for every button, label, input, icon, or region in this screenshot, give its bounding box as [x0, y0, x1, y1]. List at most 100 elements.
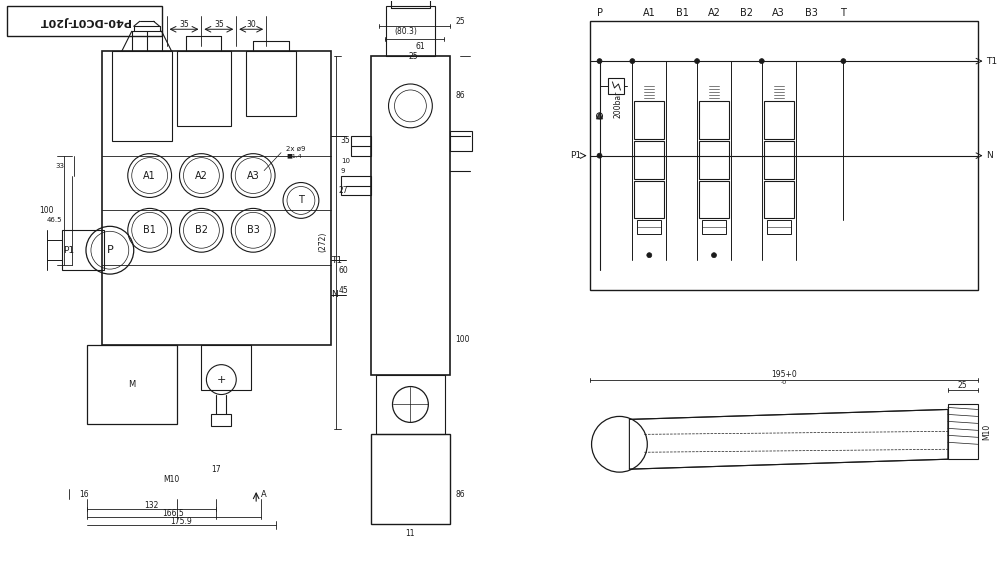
Bar: [386, 6, 435, 56]
Text: 200bar: 200bar: [614, 90, 623, 117]
Text: 86: 86: [455, 92, 465, 100]
Text: 9: 9: [341, 167, 345, 174]
Bar: [112, 51, 172, 141]
Circle shape: [630, 59, 635, 63]
Bar: [102, 51, 331, 345]
Text: 16: 16: [79, 490, 89, 498]
Bar: [767, 220, 791, 234]
Text: T: T: [298, 195, 304, 205]
Circle shape: [597, 59, 602, 63]
Text: M10: M10: [163, 475, 180, 484]
Text: ■1.4: ■1.4: [286, 153, 302, 158]
Circle shape: [647, 252, 652, 258]
Circle shape: [711, 252, 716, 258]
Text: 45: 45: [339, 285, 349, 295]
Bar: [764, 141, 794, 178]
Text: 25: 25: [958, 381, 968, 390]
Text: A3: A3: [247, 171, 260, 181]
Text: P1: P1: [570, 151, 582, 160]
Bar: [702, 220, 726, 234]
Text: 195+0: 195+0: [771, 370, 797, 379]
Bar: [62, 230, 104, 270]
Text: 25: 25: [409, 52, 418, 60]
Text: (80.3): (80.3): [394, 27, 417, 36]
Text: 46.5: 46.5: [47, 217, 62, 223]
Text: B1: B1: [676, 8, 689, 18]
Text: P40-DC0T-J20T: P40-DC0T-J20T: [38, 16, 130, 26]
Text: (272): (272): [319, 232, 328, 252]
Text: 60: 60: [339, 265, 349, 275]
Bar: [699, 141, 729, 178]
Text: M10: M10: [983, 424, 992, 440]
Bar: [376, 375, 445, 434]
Text: 100: 100: [40, 206, 54, 215]
Text: 35: 35: [179, 20, 189, 29]
Bar: [371, 434, 450, 524]
Text: B1: B1: [143, 225, 156, 235]
Text: B3: B3: [805, 8, 818, 18]
Text: 100: 100: [455, 335, 470, 345]
Bar: [948, 404, 978, 459]
Text: 11: 11: [406, 529, 415, 538]
Bar: [590, 21, 978, 290]
Text: 33: 33: [55, 163, 64, 168]
Text: 166.5: 166.5: [163, 510, 184, 518]
Text: 132: 132: [144, 501, 159, 511]
Text: 25: 25: [455, 17, 465, 26]
Bar: [201, 345, 251, 390]
Text: 61: 61: [416, 42, 425, 50]
Text: T1: T1: [986, 56, 997, 66]
Text: T1: T1: [331, 256, 342, 265]
Bar: [246, 51, 296, 116]
Text: A1: A1: [643, 8, 656, 18]
Text: N: N: [331, 291, 338, 299]
Bar: [699, 181, 729, 218]
Text: P1: P1: [63, 246, 74, 255]
Text: A3: A3: [772, 8, 785, 18]
Text: B2: B2: [740, 8, 753, 18]
Text: P: P: [597, 8, 603, 18]
Text: 17: 17: [212, 465, 221, 474]
Bar: [699, 101, 729, 139]
Text: A: A: [261, 490, 267, 498]
Circle shape: [841, 59, 846, 63]
Bar: [634, 101, 664, 139]
Bar: [764, 101, 794, 139]
Text: 35: 35: [214, 20, 224, 29]
Text: 86: 86: [455, 490, 465, 498]
Text: N: N: [986, 151, 992, 160]
Text: 35: 35: [341, 136, 351, 145]
Text: A1: A1: [143, 171, 156, 181]
Text: 30: 30: [246, 20, 256, 29]
Text: A2: A2: [195, 171, 208, 181]
Text: B2: B2: [195, 225, 208, 235]
Bar: [177, 51, 231, 126]
Polygon shape: [597, 113, 603, 119]
Text: +: +: [217, 375, 226, 384]
Bar: [341, 176, 371, 195]
Bar: [351, 136, 371, 156]
Text: 27: 27: [339, 186, 348, 195]
Text: A2: A2: [708, 8, 720, 18]
Text: P: P: [106, 245, 113, 255]
Bar: [608, 78, 624, 94]
Bar: [634, 181, 664, 218]
Text: 10: 10: [341, 158, 350, 164]
Text: T: T: [840, 8, 846, 18]
Circle shape: [759, 59, 764, 63]
Bar: [87, 345, 177, 424]
Text: B3: B3: [247, 225, 260, 235]
Bar: [211, 414, 231, 426]
Circle shape: [597, 153, 602, 158]
Text: 2x ø9: 2x ø9: [286, 146, 306, 151]
Text: M: M: [128, 380, 135, 389]
Bar: [391, 0, 430, 8]
Text: 175.9: 175.9: [171, 517, 192, 527]
Bar: [764, 181, 794, 218]
Bar: [7, 6, 162, 36]
Bar: [371, 56, 450, 375]
Bar: [450, 131, 472, 151]
Text: -0: -0: [781, 380, 787, 385]
Circle shape: [695, 59, 700, 63]
Bar: [634, 141, 664, 178]
